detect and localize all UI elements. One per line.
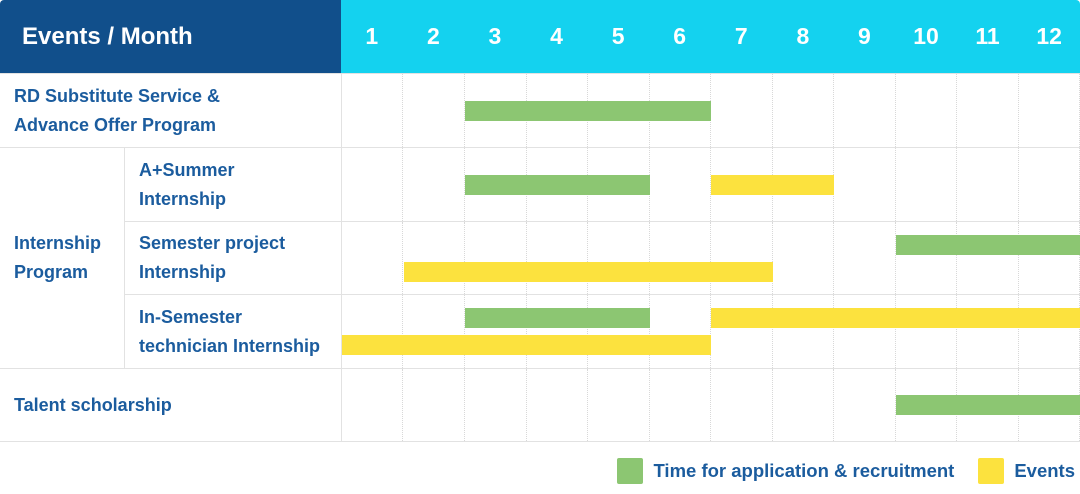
month-gridline [1017,148,1019,221]
month-label: 4 [550,23,563,49]
month-gridline [463,222,465,294]
month-label: 7 [734,23,748,49]
month-gridline [956,74,957,147]
month-gridline [463,74,465,147]
chart-row-rd-substitute [341,74,1080,148]
gantt-bar-yellow [403,262,773,282]
month-gridline [1017,74,1019,147]
legend-label-application-recruitment: Time for application & recruitment [653,460,955,481]
month-gridline [463,369,465,441]
month-gridline [586,222,588,294]
gantt-body: RD Substitute Service & Advance Offer Pr… [0,73,1080,442]
month-gridline [402,74,404,147]
month-gridline [402,222,404,294]
chart-row-in-semester-technician-internship [341,295,1080,369]
month-gridline [586,369,588,441]
month-gridline [832,369,834,441]
row-label-rd-substitute: RD Substitute Service & Advance Offer Pr… [0,74,341,148]
month-gridline [894,148,896,221]
month-gridline [771,295,773,368]
month-gridline [771,369,773,441]
month-label: 11 [975,23,1000,49]
month-label: 6 [673,23,687,49]
gantt-bar-yellow [342,335,711,355]
month-label: 5 [611,23,625,49]
month-label: 12 [1036,23,1062,49]
month-gridline [402,295,404,368]
gantt-bar-yellow [711,174,834,195]
month-label: 8 [796,23,810,49]
month-gridline [648,369,650,441]
month-gridline [956,295,957,368]
month-gridline [1017,222,1019,294]
row-group-label-internship-program: Internship Program [0,148,124,369]
month-gridline [771,222,773,294]
legend-label-events: Events [1014,460,1075,481]
row-label-semester-project-internship: Semester project Internship [124,222,341,295]
month-gridline [463,148,465,221]
gantt-bar-green [465,308,650,328]
month-gridline [894,295,896,368]
chart-row-a-summer-internship [341,148,1080,222]
month-gridline [710,222,711,294]
row-label-talent-scholarship: Talent scholarship [0,369,341,442]
legend-swatch-green [617,458,644,484]
month-gridline [832,74,834,147]
gantt-bar-green [465,174,650,195]
month-header-row: 1 2 3 4 5 6 7 8 9 10 11 12 [341,0,1080,73]
month-gridline [402,369,404,441]
month-gridline [832,222,834,294]
month-gridline [956,148,957,221]
month-label: 10 [913,23,939,49]
month-gridline [894,369,896,441]
month-gridline [648,222,650,294]
gantt-bar-yellow [711,308,1080,328]
month-label: 1 [365,23,379,49]
table-header-row: Events / Month 1 2 3 4 5 6 7 8 9 10 11 12 [0,0,1080,73]
month-label: 2 [426,23,440,49]
month-gridline [832,295,834,368]
legend-swatch-yellow [978,458,1005,484]
gantt-bar-green [895,395,1080,415]
month-gridline [710,148,711,221]
gantt-bar-green [465,100,711,121]
legend: Time for application & recruitment Event… [617,458,1075,484]
month-gridline [525,369,527,441]
month-label: 9 [858,23,871,49]
month-gridline [586,295,588,368]
month-gridline [894,74,896,147]
row-label-in-semester-technician-internship: In-Semester technician Internship [124,295,341,369]
month-gridline [1017,295,1019,368]
month-label: 3 [488,23,502,49]
month-gridline [894,222,896,294]
row-label-a-summer-internship: A+Summer Internship [124,148,341,222]
month-gridline [771,74,773,147]
month-gridline [525,295,527,368]
chart-row-talent-scholarship [341,369,1080,442]
month-gridline [648,295,650,368]
month-gridline [463,295,465,368]
month-gridline [402,148,404,221]
corner-header-events-month: Events / Month [0,0,341,73]
month-gridline [525,222,527,294]
month-gridline [710,295,711,368]
month-gridline [956,222,957,294]
gantt-bar-green [895,235,1080,255]
month-gridline [710,369,711,441]
chart-row-semester-project-internship [341,222,1080,295]
